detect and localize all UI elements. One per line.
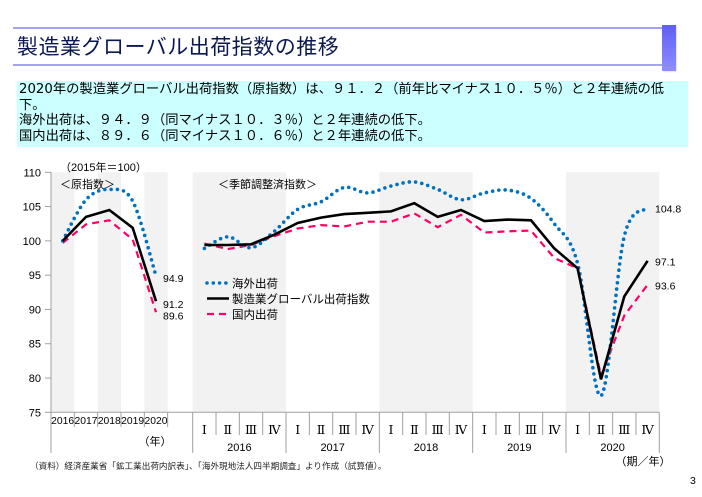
x-tick-label-quarter: Ⅰ — [295, 423, 300, 437]
x-tick-label-quarter: Ⅰ — [202, 423, 207, 437]
x-axis-unit-label: （期／年） — [616, 454, 671, 468]
y-tick-label: 85 — [29, 339, 41, 351]
x-group-label-year: 2017 — [320, 442, 344, 454]
background-bands — [51, 172, 660, 413]
annual-end-label-domestic: 89.6 — [163, 310, 184, 322]
quarterly-end-label-overseas: 104.8 — [655, 203, 681, 215]
summary-line-domestic: 国内出荷は、８９．６（同マイナス１０．６％）と２年連続の低下。 — [19, 128, 431, 144]
quarterly-band-2016 — [192, 172, 287, 413]
x-tick-label-quarter: Ⅰ — [575, 423, 580, 437]
quarterly-line-overall — [204, 201, 649, 380]
x-tick-label-quarter: Ⅱ — [597, 423, 606, 437]
x-group-label-year: 2016 — [227, 442, 251, 454]
legend-label-overseas: 海外出荷 — [232, 276, 278, 290]
page-number: 3 — [690, 475, 696, 487]
quarterly-band-2020 — [565, 172, 660, 413]
x-tick-label-year: 2016 — [51, 415, 74, 427]
y-tick-label: 90 — [29, 304, 41, 316]
quarterly-end-label-domestic: 93.6 — [655, 280, 676, 292]
source-footnote: （資料）経済産業省「鉱工業出荷内訳表」、「海外現地法人四半期調査」より作成（試算… — [30, 460, 386, 471]
x-tick-label-quarter: Ⅲ — [525, 423, 537, 437]
x-tick-label-quarter: Ⅳ — [548, 423, 561, 437]
y-tick-label: 80 — [29, 373, 41, 385]
x-tick-label-quarter: Ⅳ — [361, 423, 374, 437]
summary-line-overseas: 海外出荷は、９４．９（同マイナス１０．３％）と２年連続の低下。 — [19, 113, 431, 129]
annual-band-2018 — [97, 172, 121, 413]
unit-note: （2015年＝100） — [60, 160, 147, 174]
summary-box: 2020年の製造業グローバル出荷指数（原指数）は、９１．２（前年比マイナス１０．… — [17, 81, 688, 147]
y-axis: 75 80 85 90 95 100 105 110 — [23, 167, 52, 419]
y-tick-label: 100 — [23, 236, 41, 248]
annual-end-label-overall: 91.2 — [163, 299, 184, 311]
legend-label-overall: 製造業グローバル出荷指数 — [232, 292, 370, 306]
x-tick-label-quarter: Ⅰ — [389, 423, 394, 437]
x-tick-label-quarter: Ⅱ — [410, 423, 419, 437]
x-tick-label-quarter: Ⅲ — [618, 423, 630, 437]
x-group-label-year: 2018 — [414, 442, 438, 454]
x-axis: 2016 2017 2018 2019 2020（年）Ⅰ Ⅱ Ⅲ Ⅳ Ⅰ Ⅱ Ⅲ Ⅳ Ⅰ Ⅱ Ⅲ Ⅳ Ⅰ Ⅱ Ⅲ Ⅳ Ⅰ… — [50, 411, 671, 468]
annual-line-overall — [61, 208, 158, 302]
x-tick-label-year: 2017 — [74, 415, 97, 427]
x-axis-unit-label: （年） — [139, 434, 172, 448]
x-tick-label-quarter: Ⅱ — [223, 423, 232, 437]
x-tick-label-quarter: Ⅰ — [482, 423, 487, 437]
x-group-label-year: 2020 — [600, 442, 624, 454]
x-tick-label-quarter: Ⅱ — [503, 423, 512, 437]
page-title: 製造業グローバル出荷指数の推移 — [17, 35, 340, 59]
annual-band-2016 — [51, 172, 75, 413]
x-tick-label-year: 2018 — [98, 415, 121, 427]
x-tick-label-quarter: Ⅱ — [317, 423, 326, 437]
annual-line-domestic — [62, 219, 158, 313]
quarterly-band-2018 — [379, 172, 473, 413]
x-tick-label-year: 2019 — [121, 415, 144, 427]
summary-line-overall: 2020年の製造業グローバル出荷指数（原指数）は、９１．２（前年比マイナス１０．… — [19, 82, 665, 113]
y-tick-label: 105 — [23, 202, 41, 214]
series-lines — [60, 180, 650, 398]
quarterly-panel-label: ＜季節調整済指数＞ — [218, 177, 317, 191]
legend-label-domestic: 国内出荷 — [232, 307, 278, 321]
x-tick-label-quarter: Ⅲ — [245, 423, 257, 437]
x-group-label-year: 2019 — [507, 442, 531, 454]
title-accent-bar — [662, 25, 676, 71]
x-tick-label-quarter: Ⅳ — [455, 423, 468, 437]
title-box: 製造業グローバル出荷指数の推移 — [13, 27, 662, 66]
x-tick-label-quarter: Ⅲ — [432, 423, 444, 437]
quarterly-end-label-overall: 97.1 — [655, 256, 676, 268]
y-tick-label: 75 — [29, 407, 41, 419]
x-tick-label-quarter: Ⅳ — [641, 423, 654, 437]
x-tick-label-quarter: Ⅲ — [338, 423, 350, 437]
x-tick-label-year: 2020 — [144, 415, 167, 427]
x-tick-label-quarter: Ⅳ — [268, 423, 281, 437]
y-tick-label: 110 — [23, 167, 41, 179]
annual-band-2020 — [144, 172, 168, 413]
annual-end-label-overseas: 94.9 — [163, 273, 184, 285]
y-tick-label: 95 — [29, 270, 41, 282]
quarterly-line-overseas — [202, 180, 650, 398]
annual-panel-label: ＜原指数＞ — [60, 177, 115, 191]
